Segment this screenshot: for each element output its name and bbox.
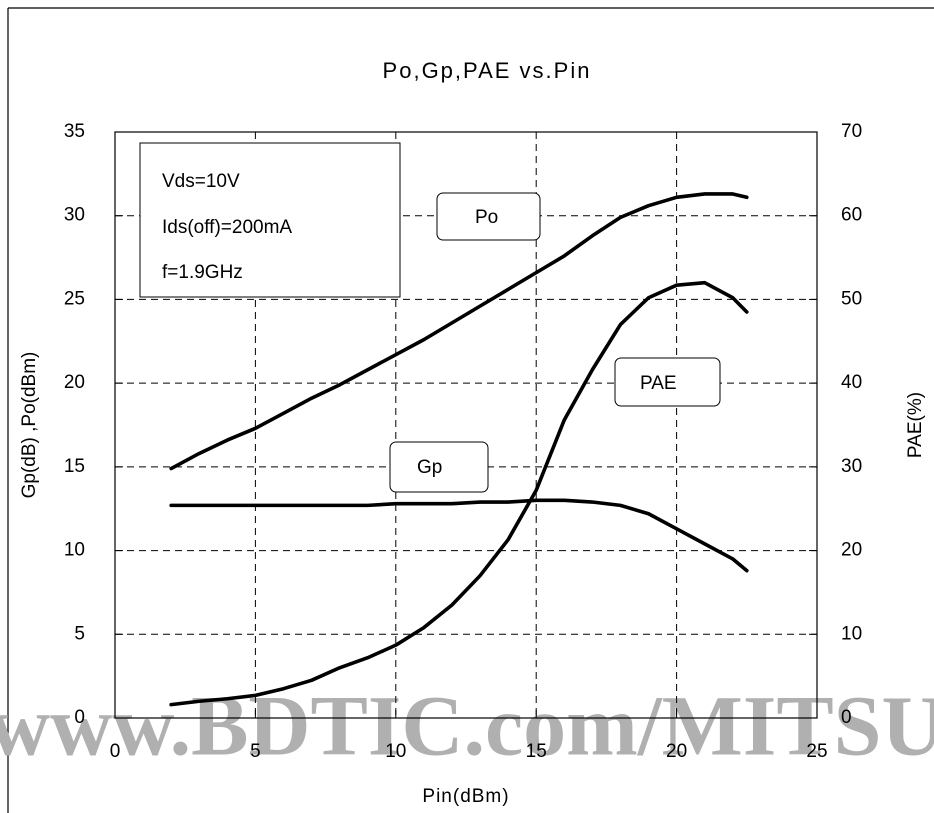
y2-tick-label: 60: [841, 205, 862, 226]
data-line: [169, 498, 749, 573]
legend-box: [436, 192, 541, 241]
legend-label: PAE: [640, 373, 677, 394]
y2-tick-label: 40: [841, 372, 862, 393]
annotation: f=1.9GHz: [162, 262, 243, 283]
y-tick-label: 10: [64, 540, 85, 561]
legend-label: Po: [475, 207, 498, 228]
x-tick-label: 5: [250, 741, 261, 762]
annotation: Vds=10V: [162, 171, 240, 192]
data-line: [169, 192, 749, 471]
y2-tick-label: 30: [841, 456, 862, 477]
x-tick-label: 0: [110, 741, 121, 762]
x-tick-label: 20: [666, 741, 687, 762]
annotation: Ids(off)=200mA: [162, 217, 292, 238]
chart-title: Po,Gp,PAE vs.Pin: [383, 58, 592, 83]
x-axis-label: Pin(dBm): [422, 786, 509, 807]
plot-frame: [114, 131, 818, 719]
y-tick-label: 30: [64, 205, 85, 226]
y2-tick-label: 20: [841, 540, 862, 561]
y-axis-label: Gp(dB) ,Po(dBm): [19, 352, 40, 499]
condition-box: [139, 142, 401, 298]
legend-label: Gp: [417, 457, 442, 478]
legend-box: [614, 357, 721, 407]
y-tick-label: 25: [64, 288, 85, 309]
y-tick-label: 15: [64, 456, 85, 477]
y2-axis-label: PAE(%): [905, 392, 926, 458]
y-tick-label: 5: [74, 623, 85, 644]
x-tick-label: 10: [385, 741, 406, 762]
y2-tick-label: 0: [841, 707, 852, 728]
data-line: [169, 280, 749, 707]
y2-tick-label: 50: [841, 288, 862, 309]
y-tick-label: 35: [64, 121, 85, 142]
y-tick-label: 20: [64, 372, 85, 393]
legend-box: [389, 441, 489, 493]
y-tick-label: 0: [74, 707, 85, 728]
watermark: www.BDTIC.com/MITSUBISHI: [0, 678, 934, 774]
y2-tick-label: 70: [841, 121, 862, 142]
y2-tick-label: 10: [841, 623, 862, 644]
x-tick-label: 15: [526, 741, 547, 762]
x-tick-label: 25: [806, 741, 827, 762]
